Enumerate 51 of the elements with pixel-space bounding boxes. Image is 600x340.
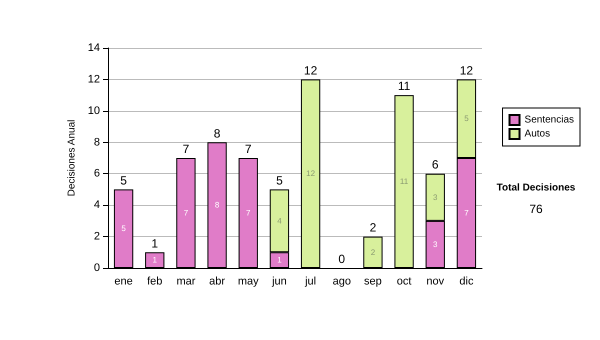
data-label: 11 [400, 177, 409, 186]
x-tick-label: jun [271, 276, 287, 288]
text: 76 [529, 202, 543, 216]
total-label: 5 [276, 173, 284, 188]
y-tick-label: 6 [94, 168, 100, 180]
data-label: 1 [152, 256, 158, 265]
data-label: 3 [433, 192, 438, 202]
x-tick-label: abr [209, 276, 226, 288]
data-label: 5 [121, 224, 126, 234]
total-label: 6 [432, 158, 439, 172]
legend-label: Autos [524, 128, 550, 140]
x-tick-label: may [238, 276, 260, 288]
x-tick-label: jul [304, 276, 316, 288]
x-tick-label: ene [114, 276, 133, 288]
x-tick-label: nov [426, 276, 445, 288]
x-tick-label: oct [396, 276, 412, 288]
x-tick-label: mar [176, 276, 196, 288]
y-tick-label: 4 [94, 199, 100, 212]
data-label: 2 [370, 248, 376, 257]
total-label: 0 [338, 252, 346, 266]
data-label: 7 [464, 208, 470, 218]
y-tick-label: 8 [94, 136, 100, 148]
y-tick-label: 0 [94, 262, 100, 274]
y-tick-label: 10 [88, 104, 100, 117]
total-label: 11 [398, 79, 411, 94]
total-label: 1 [151, 236, 158, 250]
y-tick-label: 12 [88, 73, 100, 86]
total-label: 5 [120, 173, 128, 188]
data-label: 7 [184, 208, 189, 218]
data-label: 4 [277, 216, 282, 226]
total-label: 12 [304, 63, 318, 78]
data-label: 7 [246, 208, 252, 218]
y-tick-label: 2 [94, 230, 100, 243]
x-tick-label: sep [364, 276, 382, 288]
data-label: 5 [464, 114, 470, 124]
y-axis-title: Decisiones Anual [66, 120, 78, 196]
x-tick-label: ago [332, 276, 351, 288]
x-tick-label: feb [147, 276, 162, 288]
data-label: 3 [433, 240, 438, 249]
data-label: 8 [214, 200, 220, 210]
total-label: 12 [460, 63, 474, 78]
total-label: 8 [214, 126, 221, 140]
legend-label: Sentencias [524, 114, 574, 126]
total-label: 2 [370, 220, 377, 235]
data-label: 1 [277, 256, 282, 265]
data-label: 12 [306, 169, 316, 178]
total-label: 7 [182, 142, 190, 156]
text: Total Decisiones [496, 182, 576, 194]
total-label: 7 [244, 142, 252, 156]
x-tick-label: dic [459, 276, 474, 288]
y-tick-label: 14 [88, 42, 100, 54]
